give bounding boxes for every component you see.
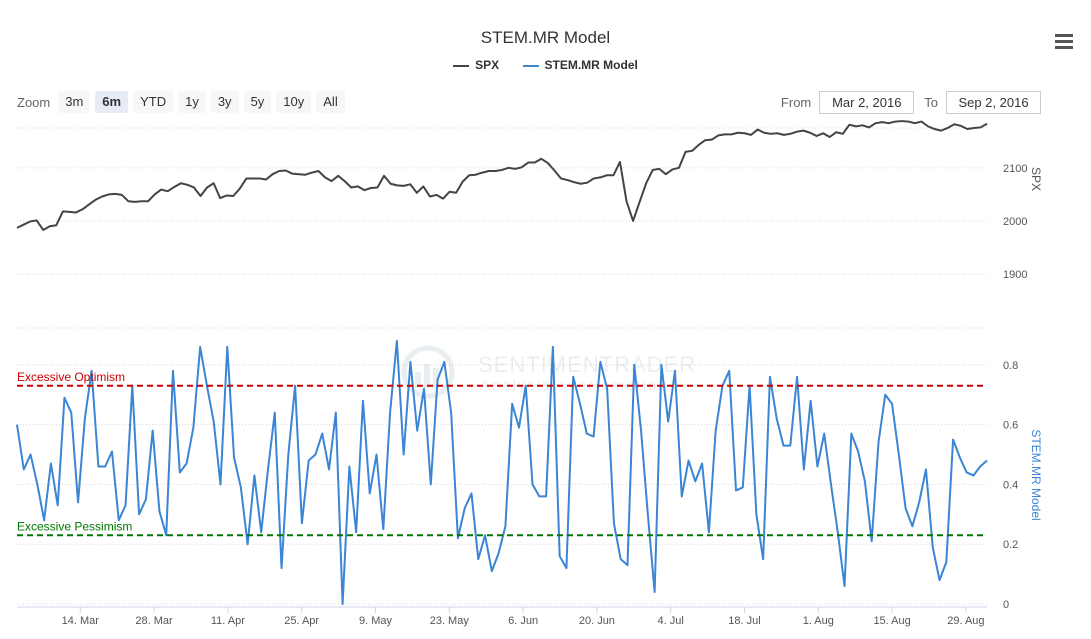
watermark-brand: SENTIMENTRADER [478, 352, 696, 377]
watermark-bar-icon [424, 364, 430, 388]
reference-label-pessimism: Excessive Pessimism [17, 519, 132, 533]
zoom-button-ytd[interactable]: YTD [133, 91, 174, 113]
x-tick-label: 9. May [359, 615, 393, 627]
y-tick-label: 0.6 [1003, 420, 1018, 432]
zoom-button-3y[interactable]: 3y [210, 91, 239, 113]
y-tick-label: 1900 [1003, 269, 1027, 281]
zoom-label: Zoom [17, 94, 51, 110]
y-tick-label: 2100 [1003, 163, 1027, 175]
x-tick-label: 23. May [430, 615, 470, 627]
x-tick-label: 25. Apr [284, 615, 319, 627]
legend-item-spx[interactable]: SPX [453, 58, 499, 72]
to-date-input[interactable]: Sep 2, 2016 [946, 91, 1041, 114]
x-tick-label: 14. Mar [62, 615, 100, 627]
chart-title: STEM.MR Model [480, 28, 611, 47]
y-tick-label: 2000 [1003, 216, 1027, 228]
y-tick-label: 0 [1003, 599, 1009, 611]
zoom-button-3m[interactable]: 3m [58, 91, 91, 113]
series-layer [16, 120, 988, 606]
x-tick-label: 1. Aug [803, 615, 834, 627]
zoom-button-6m[interactable]: 6m [95, 91, 129, 113]
to-label: To [924, 95, 938, 110]
y-axis-title-spx: SPX [1029, 167, 1043, 191]
legend-item-stem[interactable]: STEM.MR Model [522, 58, 638, 72]
x-tick-label: 18. Jul [728, 615, 760, 627]
legend-label-spx: SPX [475, 58, 500, 72]
y-tick-label: 0.4 [1003, 479, 1018, 491]
from-date-input[interactable]: Mar 2, 2016 [819, 91, 915, 114]
y-tick-label: 0.8 [1003, 360, 1018, 372]
series-line-stem [16, 339, 988, 606]
x-tick-label: 28. Mar [135, 615, 173, 627]
watermark-bar-icon [433, 368, 439, 388]
axes: 1900 2000 2100 SPX 0 0.2 0.4 0.6 0.8 STEM.MR Mode… [17, 163, 1043, 627]
x-tick-label: 15. Aug [873, 615, 910, 627]
watermark: SENTIMENTRADER Analysis over emotion [401, 345, 696, 399]
zoom-controls: Zoom 3m 6m YTD 1y 3y 5y 10y All [17, 91, 350, 113]
legend-swatch-spx [453, 64, 470, 67]
reference-label-optimism: Excessive Optimism [17, 370, 125, 384]
y-axis-title-stem: STEM.MR Model [1029, 429, 1043, 520]
watermark-bar-icon [415, 372, 421, 388]
x-tick-label: 11. Apr [211, 615, 245, 627]
y-tick-label: 0.2 [1003, 539, 1018, 551]
x-tick-label: 4. Jul [658, 615, 684, 627]
zoom-button-1y[interactable]: 1y [178, 91, 206, 113]
hamburger-menu-icon[interactable] [1055, 34, 1073, 50]
reference-lines: Excessive Optimism Excessive Pessimism [17, 370, 987, 537]
legend-swatch-stem [522, 64, 539, 67]
watermark-logo-icon [401, 345, 455, 399]
zoom-button-all[interactable]: All [316, 91, 345, 113]
zoom-button-10y[interactable]: 10y [276, 91, 312, 113]
series-line-spx [16, 120, 988, 231]
zoom-button-5y[interactable]: 5y [243, 91, 272, 113]
x-tick-label: 29. Aug [947, 615, 984, 627]
date-range: From Mar 2, 2016 To Sep 2, 2016 [781, 91, 1041, 114]
x-tick-label: 6. Jun [508, 615, 538, 627]
x-tick-label: 20. Jun [579, 615, 615, 627]
from-label: From [780, 95, 812, 110]
legend-label-stem: STEM.MR Model [544, 58, 638, 72]
legend: SPX STEM.MR Model [0, 58, 1091, 72]
